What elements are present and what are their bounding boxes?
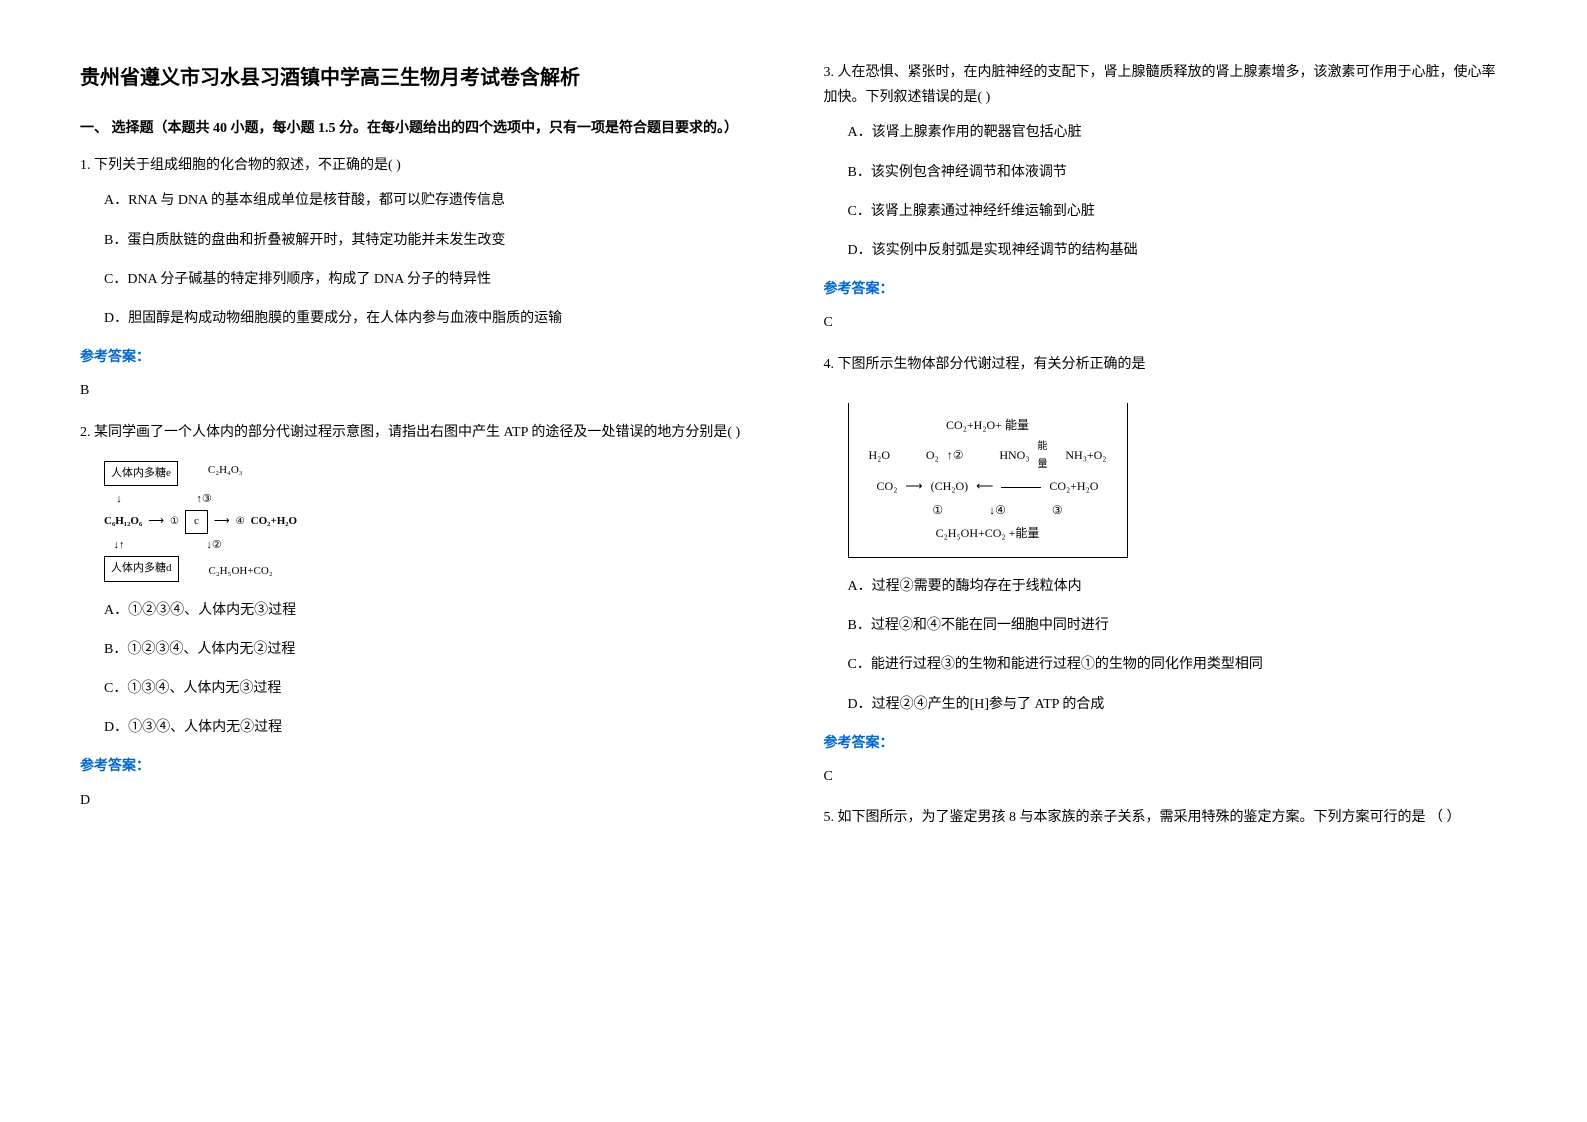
diagram-label: C₂H₄O₃ xyxy=(208,461,243,481)
diagram-label: C₆H₁₂O₆ xyxy=(104,512,142,532)
option-d: D．过程②④产生的[H]参与了 ATP 的合成 xyxy=(848,692,1508,717)
right-column: 3. 人在恐惧、紧张时，在内脏神经的支配下，肾上腺髓质释放的肾上腺素增多，该激素… xyxy=(824,60,1508,846)
diagram-label: C₂H₅OH+CO₂ xyxy=(209,562,273,582)
diagram-num: ④ xyxy=(236,513,245,531)
question-2: 2. 某同学画了一个人体内的部分代谢过程示意图，请指出右图中产生 ATP 的途径… xyxy=(80,420,764,813)
answer-value: B xyxy=(80,378,764,403)
diagram-label: CO₂+H₂O+ 能量 xyxy=(946,415,1029,437)
diagram-label: CO₂+H₂O xyxy=(1049,476,1098,498)
answer-value: C xyxy=(824,764,1508,789)
diagram-label: O₂ xyxy=(926,445,939,467)
diagram-label: (CH₂O) xyxy=(931,476,969,498)
diagram-label: CO₂ xyxy=(877,476,898,498)
diagram-1: 人体内多糖e C₂H₄O₃ ↓ ↑③ C₆H₁₂O₆ ⟶ ① c ⟶ ④ CO₂… xyxy=(104,461,364,582)
question-text: 4. 下图所示生物体部分代谢过程，有关分析正确的是 xyxy=(824,352,1508,377)
question-text: 1. 下列关于组成细胞的化合物的叙述，不正确的是( ) xyxy=(80,153,764,178)
option-a: A．该肾上腺素作用的靶器官包括心脏 xyxy=(848,120,1508,145)
option-d: D．胆固醇是构成动物细胞膜的重要成分，在人体内参与血液中脂质的运输 xyxy=(104,306,764,331)
diagram-label: CO₂+H₂O xyxy=(251,512,297,532)
left-column: 贵州省遵义市习水县习酒镇中学高三生物月考试卷含解析 一、 选择题（本题共 40 … xyxy=(80,60,764,846)
diagram-2: CO₂+H₂O+ 能量 H₂O O₂ ↑② HNO₃ 能量 NH₃+O₂ CO₂… xyxy=(848,403,1128,558)
option-a: A．①②③④、人体内无③过程 xyxy=(104,598,764,623)
option-a: A．RNA 与 DNA 的基本组成单位是核苷酸，都可以贮存遗传信息 xyxy=(104,188,764,213)
diagram-num: ④ xyxy=(995,503,1006,517)
diagram-label: NH₃+O₂ xyxy=(1065,445,1106,467)
option-c: C．能进行过程③的生物和能进行过程①的生物的同化作用类型相同 xyxy=(848,652,1508,677)
option-a: A．过程②需要的酶均存在于线粒体内 xyxy=(848,574,1508,599)
question-5: 5. 如下图所示，为了鉴定男孩 8 与本家族的亲子关系，需采用特殊的鉴定方案。下… xyxy=(824,805,1508,830)
diagram-box: 人体内多糖d xyxy=(104,556,179,582)
option-c: C．DNA 分子碱基的特定排列顺序，构成了 DNA 分子的特异性 xyxy=(104,267,764,292)
diagram-label: C₂H₅OH+CO₂ +能量 xyxy=(936,523,1040,545)
question-text: 2. 某同学画了一个人体内的部分代谢过程示意图，请指出右图中产生 ATP 的途径… xyxy=(80,420,764,445)
answer-label: 参考答案： xyxy=(80,345,764,370)
option-b: B．该实例包含神经调节和体液调节 xyxy=(848,160,1508,185)
question-1: 1. 下列关于组成细胞的化合物的叙述，不正确的是( ) A．RNA 与 DNA … xyxy=(80,153,764,403)
diagram-box-c: c xyxy=(185,510,208,534)
question-text: 5. 如下图所示，为了鉴定男孩 8 与本家族的亲子关系，需采用特殊的鉴定方案。下… xyxy=(824,805,1508,830)
diagram-num: ① xyxy=(170,513,179,531)
diagram-label: 能量 xyxy=(1038,438,1058,474)
diagram-label: H₂O xyxy=(869,445,891,467)
option-b: B．①②③④、人体内无②过程 xyxy=(104,637,764,662)
option-d: D．该实例中反射弧是实现神经调节的结构基础 xyxy=(848,238,1508,263)
diagram-num: ② xyxy=(953,448,964,462)
answer-label: 参考答案： xyxy=(80,754,764,779)
option-c: C．①③④、人体内无③过程 xyxy=(104,676,764,701)
answer-label: 参考答案： xyxy=(824,277,1508,302)
question-text: 3. 人在恐惧、紧张时，在内脏神经的支配下，肾上腺髓质释放的肾上腺素增多，该激素… xyxy=(824,60,1508,110)
diagram-num: ③ xyxy=(202,493,212,505)
diagram-label: HNO₃ xyxy=(999,445,1029,467)
question-3: 3. 人在恐惧、紧张时，在内脏神经的支配下，肾上腺髓质释放的肾上腺素增多，该激素… xyxy=(824,60,1508,336)
answer-value: C xyxy=(824,310,1508,335)
diagram-box: 人体内多糖e xyxy=(104,461,178,487)
answer-value: D xyxy=(80,788,764,813)
option-b: B．过程②和④不能在同一细胞中同时进行 xyxy=(848,613,1508,638)
diagram-num: ③ xyxy=(1052,500,1063,522)
diagram-num: ② xyxy=(212,539,222,551)
option-b: B．蛋白质肽链的盘曲和折叠被解开时，其特定功能并未发生改变 xyxy=(104,228,764,253)
page-title: 贵州省遵义市习水县习酒镇中学高三生物月考试卷含解析 xyxy=(80,60,764,96)
diagram-num: ① xyxy=(932,500,943,522)
question-4: 4. 下图所示生物体部分代谢过程，有关分析正确的是 CO₂+H₂O+ 能量 H₂… xyxy=(824,352,1508,790)
option-c: C．该肾上腺素通过神经纤维运输到心脏 xyxy=(848,199,1508,224)
option-d: D．①③④、人体内无②过程 xyxy=(104,715,764,740)
answer-label: 参考答案： xyxy=(824,731,1508,756)
section-header: 一、 选择题（本题共 40 小题，每小题 1.5 分。在每小题给出的四个选项中，… xyxy=(80,116,764,141)
